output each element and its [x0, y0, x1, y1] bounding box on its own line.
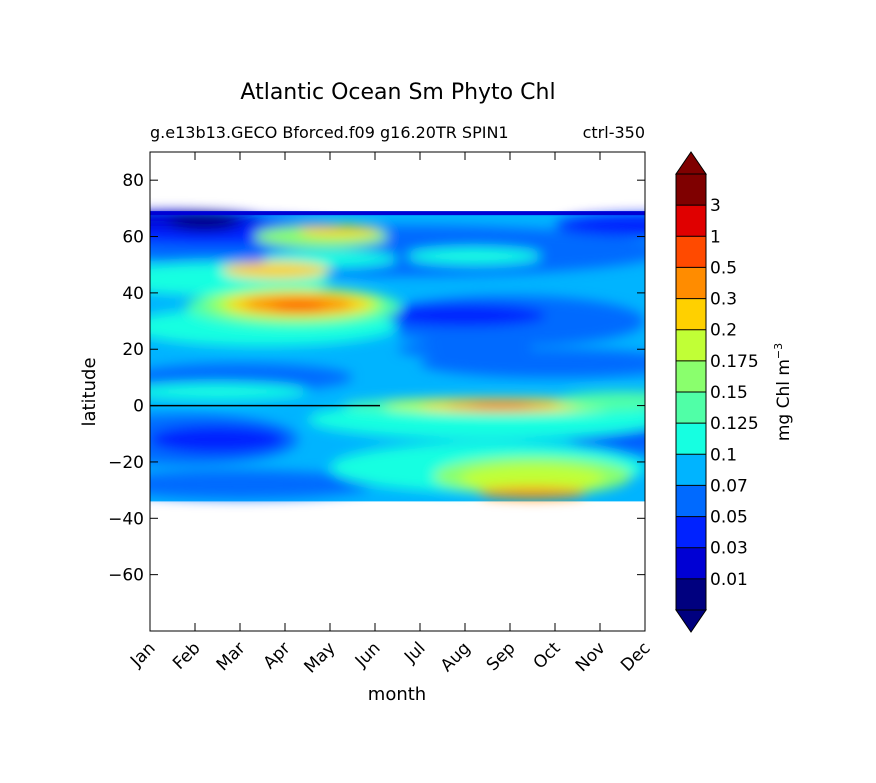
colorbar-bin	[676, 174, 706, 206]
x-tick-label: Mar	[213, 638, 250, 675]
x-tick-label: Jan	[126, 638, 159, 671]
contour-region	[168, 213, 240, 231]
contour-region	[460, 464, 605, 493]
x-tick-label: Sep	[483, 638, 520, 675]
colorbar-tick-label: 1	[710, 227, 721, 247]
colorbar-bin	[676, 454, 706, 486]
colorbar: 0.01 0.03 0.05 0.07 0.1 0.125 0.15 0.175 0.2 0.3 0…	[675, 151, 759, 633]
colorbar-extend-min	[675, 609, 707, 633]
x-tick-label: Jun	[351, 638, 385, 672]
colorbar-bin	[676, 329, 706, 362]
x-tick-label: Oct	[530, 638, 565, 673]
colorbar-bin	[676, 392, 706, 424]
colorbar-bin	[676, 298, 706, 331]
colorbar-tick-label: 0.5	[710, 258, 737, 278]
contour-region	[222, 261, 330, 279]
colorbar-bin	[676, 485, 706, 518]
contour-field	[150, 211, 645, 502]
chart-subtitle-left: g.e13b13.GECO Bforced.f09 g16.20TR SPIN1	[150, 123, 509, 142]
contour-region	[469, 402, 533, 409]
contour-region	[555, 391, 645, 409]
y-axis: 80 60 40 20 0 −20 −40 −60	[108, 171, 645, 586]
colorbar-tick-label: 0.3	[710, 290, 737, 310]
colorbar-bin	[676, 423, 706, 455]
contour-region	[478, 487, 587, 499]
chart-subtitle-right: ctrl-350	[583, 123, 645, 142]
colorbar-tick-label: 0.03	[710, 539, 748, 559]
colorbar-tick-label: 0.15	[710, 383, 748, 403]
x-tick-label: May	[301, 638, 340, 677]
contour-region	[150, 383, 308, 400]
x-tick-label: Jul	[400, 638, 429, 667]
y-tick-label: 20	[122, 340, 144, 360]
y-tick-label: −40	[108, 509, 144, 529]
colorbar-extend-max	[675, 151, 707, 175]
chart-title: Atlantic Ocean Sm Phyto Chl	[240, 80, 555, 105]
x-tick-label: Dec	[617, 638, 654, 675]
x-tick-label: Feb	[169, 638, 204, 673]
contour-region	[384, 304, 546, 327]
colorbar-bin	[676, 547, 706, 580]
plot-frame	[149, 151, 646, 632]
x-tick-label: Apr	[260, 638, 295, 673]
contour-region	[406, 247, 542, 265]
plot-area	[149, 151, 646, 632]
colorbar-tick-label: 0.2	[710, 321, 737, 341]
contour-region	[150, 470, 375, 499]
colorbar-bin	[676, 578, 706, 611]
colorbar-label: mg Chl m−3	[772, 343, 794, 441]
colorbar-tick-label: 0.07	[710, 476, 748, 496]
colorbar-label-text: mg Chl m	[774, 359, 794, 441]
y-tick-label: 80	[122, 171, 144, 191]
y-tick-label: −60	[108, 566, 144, 586]
colorbar-bin	[676, 516, 706, 549]
colorbar-bin	[676, 205, 706, 237]
x-axis-label: month	[368, 684, 426, 705]
field-blobs	[150, 211, 645, 499]
field-top-edge	[150, 211, 645, 216]
x-tick-label: Nov	[572, 638, 610, 676]
colorbar-tick-label: 0.01	[710, 570, 748, 590]
y-axis-label: latitude	[79, 357, 100, 426]
x-tick-label: Aug	[437, 638, 475, 676]
colorbar-label-superscript: −3	[772, 343, 785, 359]
contour-region	[150, 425, 285, 454]
y-tick-label: 60	[122, 228, 144, 248]
colorbar-tick-label: 0.175	[710, 352, 759, 372]
contour-region	[298, 225, 380, 237]
colorbar-bin	[676, 267, 706, 300]
colorbar-tick-label: 3	[710, 196, 721, 216]
colorbar-bin	[676, 360, 706, 393]
colorbar-tick-label: 0.05	[710, 508, 748, 528]
contour-region	[397, 340, 533, 358]
y-tick-label: −20	[108, 453, 144, 473]
y-tick-label: 0	[133, 397, 144, 417]
colorbar-tick-label: 0.1	[710, 445, 737, 465]
y-tick-label: 40	[122, 284, 144, 304]
colorbar-bin	[676, 236, 706, 268]
contour-region	[555, 213, 645, 237]
contour-region	[271, 302, 326, 312]
colorbar-tick-label: 0.125	[710, 414, 759, 434]
